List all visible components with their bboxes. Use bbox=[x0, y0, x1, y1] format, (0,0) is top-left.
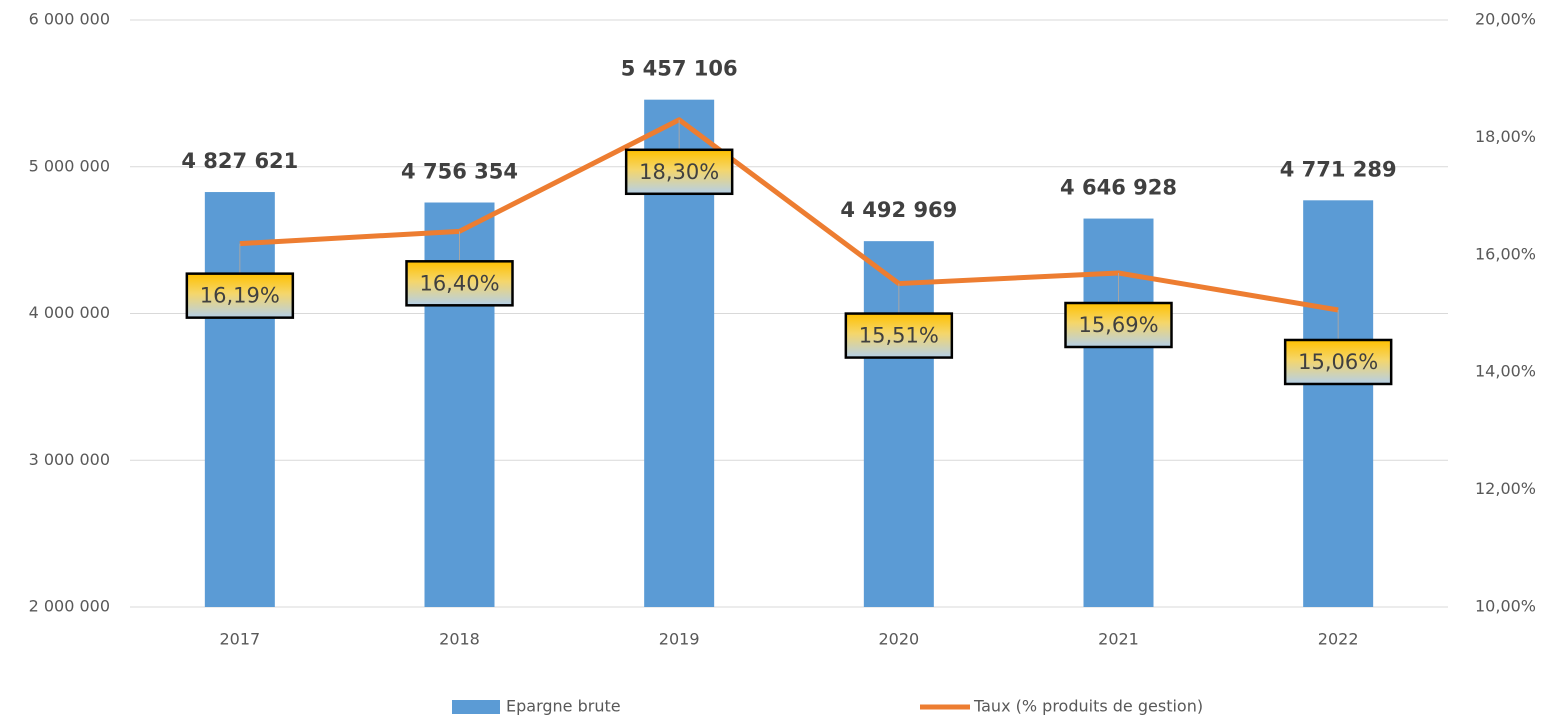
bar-value-label: 4 492 969 bbox=[840, 198, 957, 222]
y-tick-label: 2 000 000 bbox=[29, 597, 110, 616]
legend-label: Epargne brute bbox=[506, 697, 621, 716]
legend-swatch bbox=[452, 700, 500, 714]
y2-tick-label: 20,00% bbox=[1475, 10, 1536, 29]
y-tick-label: 6 000 000 bbox=[29, 10, 110, 29]
bar-value-label: 4 756 354 bbox=[401, 160, 518, 184]
label-box bbox=[185, 272, 295, 319]
y2-tick-label: 16,00% bbox=[1475, 244, 1536, 263]
line-value-label: 15,06% bbox=[1298, 350, 1378, 374]
bar-value-label: 4 771 289 bbox=[1280, 157, 1397, 181]
x-tick-label: 2020 bbox=[878, 630, 919, 649]
line-value-label: 16,40% bbox=[419, 271, 499, 295]
bar-value-label: 5 457 106 bbox=[621, 57, 738, 81]
line-value-label: 16,19% bbox=[200, 284, 280, 308]
line-value-label: 18,30% bbox=[639, 160, 719, 184]
bar bbox=[1303, 200, 1374, 607]
x-tick-label: 2018 bbox=[439, 630, 480, 649]
x-tick-label: 2019 bbox=[659, 630, 700, 649]
line-value-label: 15,51% bbox=[859, 324, 939, 348]
line-value-label: 15,69% bbox=[1078, 313, 1158, 337]
label-box bbox=[844, 312, 954, 359]
y-tick-label: 4 000 000 bbox=[29, 303, 110, 322]
label-box bbox=[1064, 301, 1173, 349]
y2-tick-label: 14,00% bbox=[1475, 362, 1536, 381]
x-tick-label: 2022 bbox=[1318, 630, 1359, 649]
label-box bbox=[1283, 338, 1393, 386]
y2-tick-label: 18,00% bbox=[1475, 127, 1536, 146]
line bbox=[239, 117, 1339, 313]
label-box bbox=[624, 148, 734, 196]
legend-label: Taux (% produits de gestion) bbox=[973, 697, 1203, 716]
bar-value-label: 4 646 928 bbox=[1060, 176, 1177, 200]
y-tick-label: 5 000 000 bbox=[29, 156, 110, 175]
bar-value-label: 4 827 621 bbox=[181, 149, 298, 173]
label-box bbox=[405, 260, 514, 307]
y2-tick-label: 12,00% bbox=[1475, 479, 1536, 498]
x-tick-label: 2021 bbox=[1098, 630, 1139, 649]
y-tick-label: 3 000 000 bbox=[29, 450, 110, 469]
x-tick-label: 2017 bbox=[219, 630, 260, 649]
y2-tick-label: 10,00% bbox=[1475, 597, 1536, 616]
